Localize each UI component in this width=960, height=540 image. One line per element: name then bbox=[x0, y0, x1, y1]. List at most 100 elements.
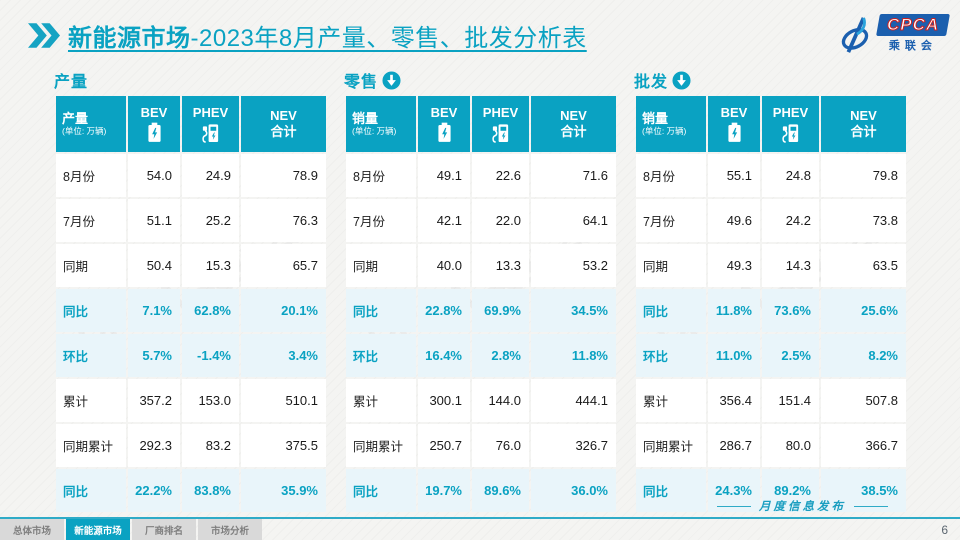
value-cell: 55.1 bbox=[708, 154, 760, 197]
footer-tab[interactable]: 厂商排名 bbox=[132, 519, 196, 540]
table-row: 7月份 51.1 25.2 76.3 bbox=[56, 199, 326, 242]
page-title-rest: -2023年8月产量、零售、批发分析表 bbox=[190, 25, 587, 52]
bev-label: BEV bbox=[720, 105, 748, 120]
value-cell: 2.8% bbox=[472, 334, 529, 377]
row-label-cell: 累计 bbox=[346, 379, 416, 422]
row-label-cell: 同期累计 bbox=[636, 424, 706, 467]
row-label-cell: 累计 bbox=[636, 379, 706, 422]
slide-header: 新能源市场-2023年8月产量、零售、批发分析表 bbox=[28, 18, 830, 53]
row-label-cell: 同期累计 bbox=[56, 424, 126, 467]
value-cell: 73.8 bbox=[821, 199, 906, 242]
value-cell: 78.9 bbox=[241, 154, 326, 197]
value-cell: 25.6% bbox=[821, 289, 906, 332]
value-cell: 250.7 bbox=[418, 424, 470, 467]
value-cell: 42.1 bbox=[418, 199, 470, 242]
value-cell: 510.1 bbox=[241, 379, 326, 422]
row-label-cell: 同期 bbox=[56, 244, 126, 287]
table-row: 同比 22.8% 69.9% 34.5% bbox=[346, 289, 616, 332]
value-cell: 83.2 bbox=[182, 424, 239, 467]
value-cell: 16.4% bbox=[418, 334, 470, 377]
cpca-logo-text-block: CPCA 乘联会 bbox=[875, 14, 950, 53]
value-cell: 34.5% bbox=[531, 289, 616, 332]
section-header-wholesale: 批发 bbox=[634, 68, 906, 92]
row-label-cell: 环比 bbox=[636, 334, 706, 377]
value-cell: 89.6% bbox=[472, 469, 529, 512]
value-cell: 25.2 bbox=[182, 199, 239, 242]
value-cell: -1.4% bbox=[182, 334, 239, 377]
value-cell: 50.4 bbox=[128, 244, 180, 287]
value-cell: 36.0% bbox=[531, 469, 616, 512]
double-chevron-icon bbox=[28, 23, 60, 48]
table-row: 8月份 55.1 24.8 79.8 bbox=[636, 154, 906, 197]
value-cell: 292.3 bbox=[128, 424, 180, 467]
bev-header-cell: BEV bbox=[708, 96, 760, 152]
section-title: 零售 bbox=[344, 74, 379, 91]
value-cell: 76.3 bbox=[241, 199, 326, 242]
value-cell: 22.8% bbox=[418, 289, 470, 332]
value-cell: 5.7% bbox=[128, 334, 180, 377]
bev-header-cell: BEV bbox=[418, 96, 470, 152]
table-row: 7月份 49.6 24.2 73.8 bbox=[636, 199, 906, 242]
value-cell: 24.9 bbox=[182, 154, 239, 197]
value-cell: 54.0 bbox=[128, 154, 180, 197]
table-row: 同比 24.3% 89.2% 38.5% bbox=[636, 469, 906, 512]
bev-header-cell: BEV bbox=[128, 96, 180, 152]
value-cell: 79.8 bbox=[821, 154, 906, 197]
value-cell: 375.5 bbox=[241, 424, 326, 467]
section-title: 产量 bbox=[54, 74, 89, 91]
charger-icon bbox=[762, 122, 819, 143]
publish-label: 月度信息发布 bbox=[759, 499, 846, 513]
value-cell: 507.8 bbox=[821, 379, 906, 422]
row-label-cell: 累计 bbox=[56, 379, 126, 422]
table-header-row: 产量 (单位: 万辆) BEV PHEV NEV 合计 bbox=[56, 96, 326, 152]
value-cell: 73.6% bbox=[762, 289, 819, 332]
value-cell: 22.2% bbox=[128, 469, 180, 512]
cpca-logo-subtext: 乘联会 bbox=[888, 40, 937, 52]
value-cell: 444.1 bbox=[531, 379, 616, 422]
measure-header-cell: 产量 (单位: 万辆) bbox=[56, 96, 126, 152]
measure-label: 销量 bbox=[642, 111, 669, 126]
row-label-cell: 同比 bbox=[636, 289, 706, 332]
table-row: 8月份 54.0 24.9 78.9 bbox=[56, 154, 326, 197]
footer-tab[interactable]: 市场分析 bbox=[198, 519, 262, 540]
table-row: 同期 40.0 13.3 53.2 bbox=[346, 244, 616, 287]
table-header-row: 销量 (单位: 万辆) BEV PHEV NEV 合计 bbox=[346, 96, 616, 152]
battery-icon bbox=[708, 122, 760, 143]
row-label-cell: 同比 bbox=[56, 469, 126, 512]
section-header-production: 产量 bbox=[54, 68, 326, 92]
footer-tab[interactable]: 总体市场 bbox=[0, 519, 64, 540]
table-row: 环比 5.7% -1.4% 3.4% bbox=[56, 334, 326, 377]
publish-label-block: 月度信息发布 bbox=[709, 498, 896, 514]
table-header-row: 销量 (单位: 万辆) BEV PHEV NEV 合计 bbox=[636, 96, 906, 152]
row-label-cell: 环比 bbox=[56, 334, 126, 377]
measure-header-cell: 销量 (单位: 万辆) bbox=[346, 96, 416, 152]
cpca-logo: CPCA 乘联会 bbox=[836, 14, 950, 61]
value-cell: 8.2% bbox=[821, 334, 906, 377]
table-row: 环比 16.4% 2.8% 11.8% bbox=[346, 334, 616, 377]
value-cell: 76.0 bbox=[472, 424, 529, 467]
charger-icon bbox=[472, 122, 529, 143]
value-cell: 14.3 bbox=[762, 244, 819, 287]
measure-label: 产量 bbox=[62, 111, 89, 126]
footer-tab[interactable]: 新能源市场 bbox=[66, 519, 130, 540]
nev-label: NEV 合计 bbox=[560, 108, 587, 139]
nev-label: NEV 合计 bbox=[850, 108, 877, 139]
value-cell: 2.5% bbox=[762, 334, 819, 377]
value-cell: 11.8% bbox=[531, 334, 616, 377]
arrow-down-circle-icon bbox=[672, 70, 691, 90]
data-table-wholesale: 销量 (单位: 万辆) BEV PHEV NEV 合计 8月份 55.1 24.8 79.8 7月份… bbox=[634, 94, 908, 514]
value-cell: 35.9% bbox=[241, 469, 326, 512]
row-label-cell: 环比 bbox=[346, 334, 416, 377]
value-cell: 65.7 bbox=[241, 244, 326, 287]
value-cell: 20.1% bbox=[241, 289, 326, 332]
table-row: 同比 11.8% 73.6% 25.6% bbox=[636, 289, 906, 332]
table-row: 8月份 49.1 22.6 71.6 bbox=[346, 154, 616, 197]
row-label-cell: 8月份 bbox=[346, 154, 416, 197]
row-label-cell: 8月份 bbox=[636, 154, 706, 197]
row-label-cell: 8月份 bbox=[56, 154, 126, 197]
table-row: 同期 50.4 15.3 65.7 bbox=[56, 244, 326, 287]
row-label-cell: 同期累计 bbox=[346, 424, 416, 467]
row-label-cell: 7月份 bbox=[346, 199, 416, 242]
battery-icon bbox=[418, 122, 470, 143]
